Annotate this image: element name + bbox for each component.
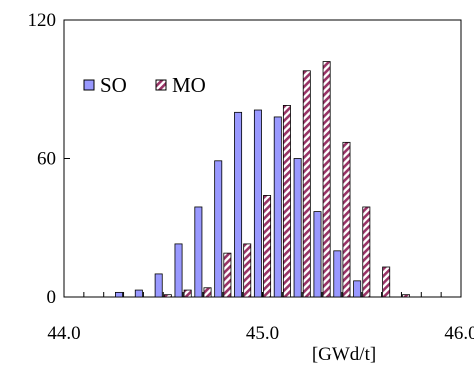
bar-mo bbox=[203, 287, 212, 298]
x-tick-label: 46.0 bbox=[444, 323, 474, 344]
bar-mo bbox=[302, 70, 311, 298]
bar-mo bbox=[223, 252, 232, 298]
bar-series bbox=[115, 61, 411, 298]
x-tick-label: 44.0 bbox=[47, 323, 80, 344]
bar-so bbox=[293, 158, 302, 298]
bar-mo bbox=[362, 206, 371, 298]
bar-so bbox=[234, 111, 243, 298]
bar-so bbox=[253, 109, 262, 298]
bar-mo bbox=[243, 243, 252, 298]
y-tick-label: 60 bbox=[37, 149, 56, 170]
x-tick-label: 45.0 bbox=[246, 323, 279, 344]
y-tick-label: 0 bbox=[47, 287, 57, 308]
legend: SO MO bbox=[83, 73, 206, 97]
bar-mo bbox=[382, 266, 391, 298]
legend-label-mo: MO bbox=[172, 73, 206, 97]
y-axis: 0 60 120 bbox=[28, 10, 70, 308]
bar-mo bbox=[163, 294, 172, 298]
y-tick-label: 120 bbox=[28, 10, 57, 31]
bar-so bbox=[115, 291, 123, 298]
bar-so bbox=[333, 250, 342, 298]
bar-so bbox=[353, 280, 362, 298]
bar-mo bbox=[342, 141, 351, 298]
x-axis-unit-label: [GWd/t] bbox=[312, 344, 376, 365]
plot-area bbox=[63, 19, 462, 298]
bar-so bbox=[154, 273, 163, 298]
bar-mo bbox=[402, 294, 411, 298]
x-axis: 44.0 45.0 46.0 bbox=[47, 292, 474, 344]
bar-so bbox=[194, 206, 203, 298]
legend-swatch-so bbox=[83, 79, 95, 91]
bar-so bbox=[174, 243, 183, 298]
bar-so bbox=[273, 116, 282, 298]
legend-label-so: SO bbox=[100, 73, 127, 97]
bar-so bbox=[134, 289, 143, 298]
bar-mo bbox=[183, 289, 192, 298]
legend-swatch-mo bbox=[155, 79, 167, 91]
bar-mo bbox=[263, 195, 272, 298]
bar-so bbox=[313, 211, 322, 298]
bar-mo bbox=[322, 61, 331, 298]
bar-mo bbox=[282, 105, 291, 298]
bar-so bbox=[214, 160, 223, 298]
